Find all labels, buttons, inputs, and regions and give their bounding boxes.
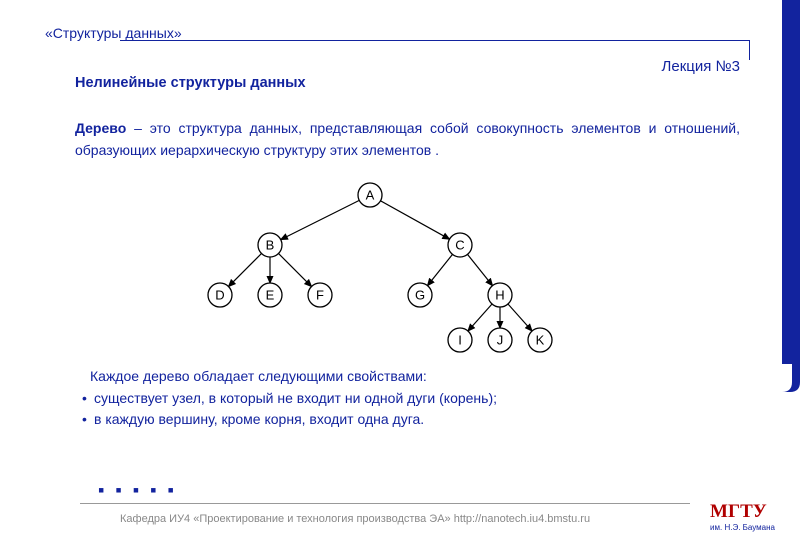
- side-accent-bar: [782, 0, 800, 364]
- properties-item: в каждую вершину, кроме корня, входит од…: [80, 409, 720, 431]
- tree-node-label: K: [536, 333, 545, 348]
- topic-label: «Структуры данных»: [45, 25, 182, 41]
- lecture-number: Лекция №3: [662, 58, 740, 75]
- tree-edge: [508, 304, 532, 331]
- properties-intro: Каждое дерево обладает следующими свойст…: [80, 366, 720, 388]
- university-logo: МГТУ им. Н.Э. Баумана: [710, 501, 775, 532]
- tree-node-label: D: [215, 288, 224, 303]
- logo-main: МГТУ: [710, 501, 767, 522]
- tree-node-label: A: [366, 188, 375, 203]
- tree-edge: [278, 253, 311, 286]
- definition-paragraph: Дерево – это структура данных, представл…: [75, 118, 740, 161]
- tree-diagram: A B C D E F G H I J K: [160, 180, 580, 355]
- tree-node-label: G: [415, 288, 425, 303]
- header-divider: [120, 40, 750, 41]
- logo-sub: им. Н.Э. Баумана: [710, 523, 775, 532]
- tree-edge: [468, 304, 492, 331]
- tree-edge: [228, 253, 261, 286]
- definition-term: Дерево: [75, 120, 126, 136]
- properties-block: Каждое дерево обладает следующими свойст…: [80, 366, 720, 431]
- properties-item: существует узел, в который не входит ни …: [80, 388, 720, 410]
- tree-node-label: E: [266, 288, 275, 303]
- tree-node-label: B: [266, 238, 275, 253]
- tree-node-label: C: [455, 238, 464, 253]
- tree-edge: [281, 200, 360, 239]
- definition-body: это структура данных, представляющая соб…: [75, 120, 740, 158]
- tree-node-label: J: [497, 333, 504, 348]
- definition-dash: –: [126, 120, 149, 136]
- tree-edge: [380, 201, 449, 239]
- tree-edge: [427, 254, 452, 285]
- footer-dashes: ▪ ▪ ▪ ▪ ▪: [98, 480, 177, 501]
- tree-node-label: I: [458, 333, 462, 348]
- subtitle: Нелинейные структуры данных: [75, 75, 306, 91]
- header-corner: [742, 40, 750, 60]
- tree-node-label: F: [316, 288, 324, 303]
- footer-divider: [80, 503, 690, 504]
- tree-edge: [467, 254, 492, 285]
- tree-node-label: H: [495, 288, 504, 303]
- side-accent-cap: [782, 364, 800, 392]
- footer-text: Кафедра ИУ4 «Проектирование и технология…: [120, 513, 590, 525]
